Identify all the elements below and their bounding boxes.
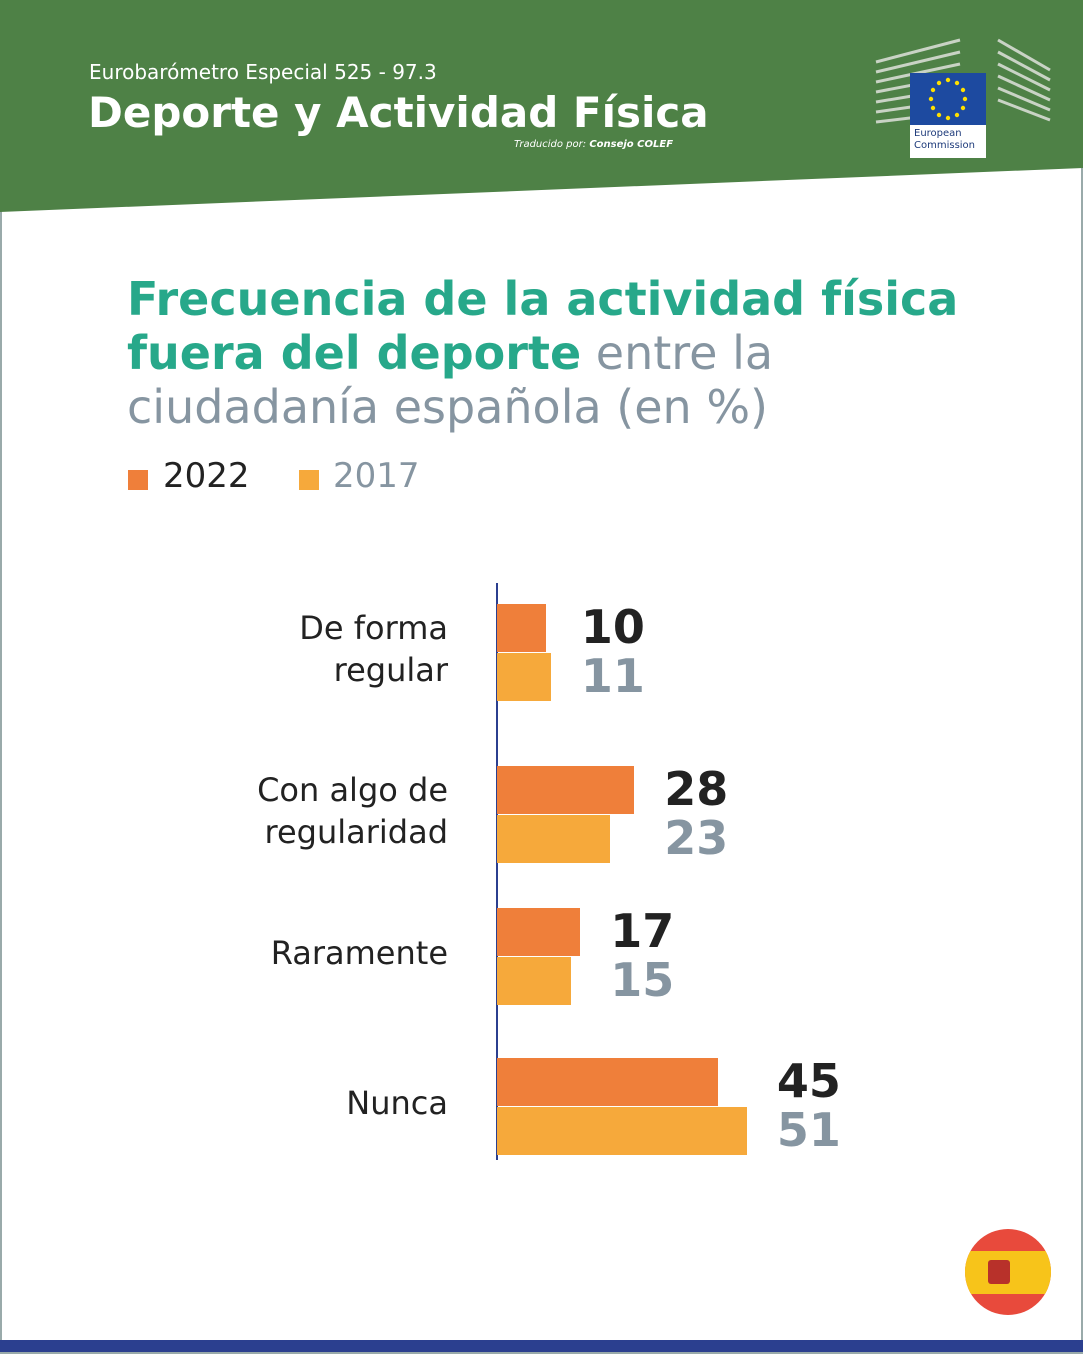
bar: [497, 957, 571, 1005]
bar: [497, 1107, 747, 1155]
category-label: De forma regular: [299, 609, 448, 689]
series-label: Eurobarómetro Especial 525 - 97.3: [89, 60, 437, 84]
value-label: 28: [664, 762, 729, 816]
bar: [497, 1058, 718, 1106]
bar: [497, 815, 610, 863]
value-label: 45: [776, 1054, 841, 1108]
legend-label: 2022: [163, 456, 250, 496]
bar: [497, 653, 551, 701]
bar: [497, 766, 635, 814]
chart-title: Frecuencia de la actividad física fuera …: [127, 272, 1027, 434]
bar: [497, 604, 546, 652]
value-label: 15: [610, 953, 675, 1007]
credit: Traducido por: Consejo COLEF: [514, 139, 673, 150]
value-label: 23: [664, 811, 729, 865]
bar: [497, 908, 581, 956]
credit-name: Consejo COLEF: [589, 139, 674, 150]
category-label: Nunca: [346, 1084, 448, 1122]
credit-prefix: Traducido por:: [514, 139, 587, 150]
value-label: 51: [776, 1103, 841, 1157]
value-label: 17: [610, 904, 675, 958]
value-label: 11: [580, 649, 645, 703]
title-rest: entre la ciudadanía española (en %): [127, 326, 774, 434]
title-highlight: Frecuencia de la actividad física fuera …: [127, 272, 959, 380]
logo-text: European Commission: [914, 128, 976, 151]
category-label: Con algo de regularidad: [257, 771, 448, 851]
legend-label: 2017: [333, 456, 420, 496]
value-label: 10: [580, 600, 645, 654]
category-label: Raramente: [270, 934, 448, 972]
header-title: Deporte y Actividad Física: [88, 88, 709, 137]
